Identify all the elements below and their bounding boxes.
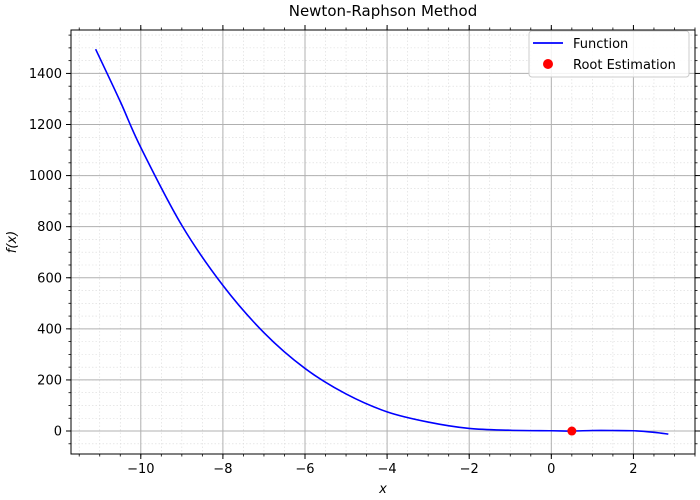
- legend-box: [528, 30, 690, 78]
- plot-lines: [94, 48, 669, 435]
- legend-marker-root: [543, 59, 553, 69]
- y-tick-label: 1200: [29, 118, 62, 133]
- y-tick-label: 400: [37, 322, 62, 337]
- y-tick-label: 0: [54, 425, 62, 440]
- x-tick-label: −10: [127, 462, 154, 477]
- x-tick-label: −8: [213, 462, 232, 477]
- plot-points: [567, 426, 577, 436]
- chart-title: Newton-Raphson Method: [289, 2, 478, 20]
- x-axis-label: x: [378, 482, 387, 497]
- y-axis-label: f(x): [5, 231, 20, 253]
- y-tick-label: 600: [37, 271, 62, 286]
- y-tick-label: 800: [37, 220, 62, 235]
- series-line-function: [94, 48, 669, 435]
- major-grid: [71, 30, 695, 454]
- x-tick-label: 2: [629, 462, 637, 477]
- y-tick-label: 1400: [29, 67, 62, 82]
- x-tick-label: 0: [547, 462, 555, 477]
- x-tick-label: −2: [460, 462, 479, 477]
- x-tick-label: −6: [295, 462, 314, 477]
- y-tick-label: 200: [37, 373, 62, 388]
- legend-label-function: Function: [573, 37, 628, 52]
- root-estimation-point: [567, 426, 577, 436]
- x-axis-ticks: −10 −8 −6 −4 −2 0 2: [78, 25, 696, 477]
- legend: Function Root Estimation: [528, 30, 690, 78]
- plot-frame: [70, 29, 696, 455]
- x-tick-label: −4: [378, 462, 397, 477]
- minor-grid: [71, 30, 696, 454]
- legend-label-root: Root Estimation: [573, 58, 676, 73]
- y-tick-label: 1000: [29, 169, 62, 184]
- y-axis-ticks: 0 200 400 600 800 1000 1200 1400: [29, 34, 700, 445]
